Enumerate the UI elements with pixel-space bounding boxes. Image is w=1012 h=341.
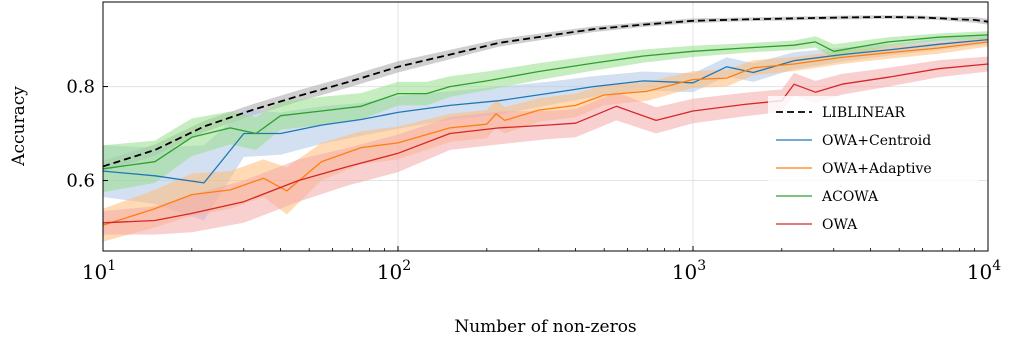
line-owa — [103, 63, 988, 224]
x-tick-label: 101 — [82, 258, 116, 284]
confidence-bands — [103, 15, 988, 242]
band-acowa — [103, 31, 988, 193]
legend-label: OWA+Centroid — [822, 133, 931, 149]
y-tick-label: 0.6 — [66, 171, 95, 192]
x-axis-label: Number of non-zeros — [454, 317, 636, 337]
x-tick-exponent: 1 — [107, 258, 116, 274]
legend: LIBLINEAR OWA+Centroid OWA+Adaptive ACOWA OW… — [768, 96, 978, 242]
x-tick-exponent: 3 — [697, 258, 706, 274]
x-tick-label: 104 — [967, 258, 1001, 284]
legend-label: OWA — [822, 217, 858, 233]
x-tick-label: 103 — [672, 258, 706, 284]
line-liblinear — [103, 16, 988, 168]
y-tick-label: 0.8 — [66, 77, 95, 98]
legend-label: ACOWA — [821, 189, 879, 205]
legend-box — [768, 96, 978, 242]
band-owa — [103, 56, 988, 235]
legend-label: LIBLINEAR — [822, 105, 906, 121]
y-axis-label: Accuracy — [9, 86, 29, 167]
axis-ticks: 101 102 103 104 0.6 0.8 — [66, 77, 1001, 284]
line-owa-adaptive — [103, 41, 988, 226]
line-acowa — [103, 34, 988, 170]
band-owa-adaptive — [103, 37, 988, 242]
plot-frame — [102, 1, 989, 252]
series-lines — [103, 16, 988, 226]
x-tick-exponent: 4 — [992, 258, 1001, 274]
x-tick-exponent: 2 — [402, 258, 411, 274]
x-tick-label: 102 — [377, 258, 411, 284]
legend-label: OWA+Adaptive — [822, 161, 932, 177]
